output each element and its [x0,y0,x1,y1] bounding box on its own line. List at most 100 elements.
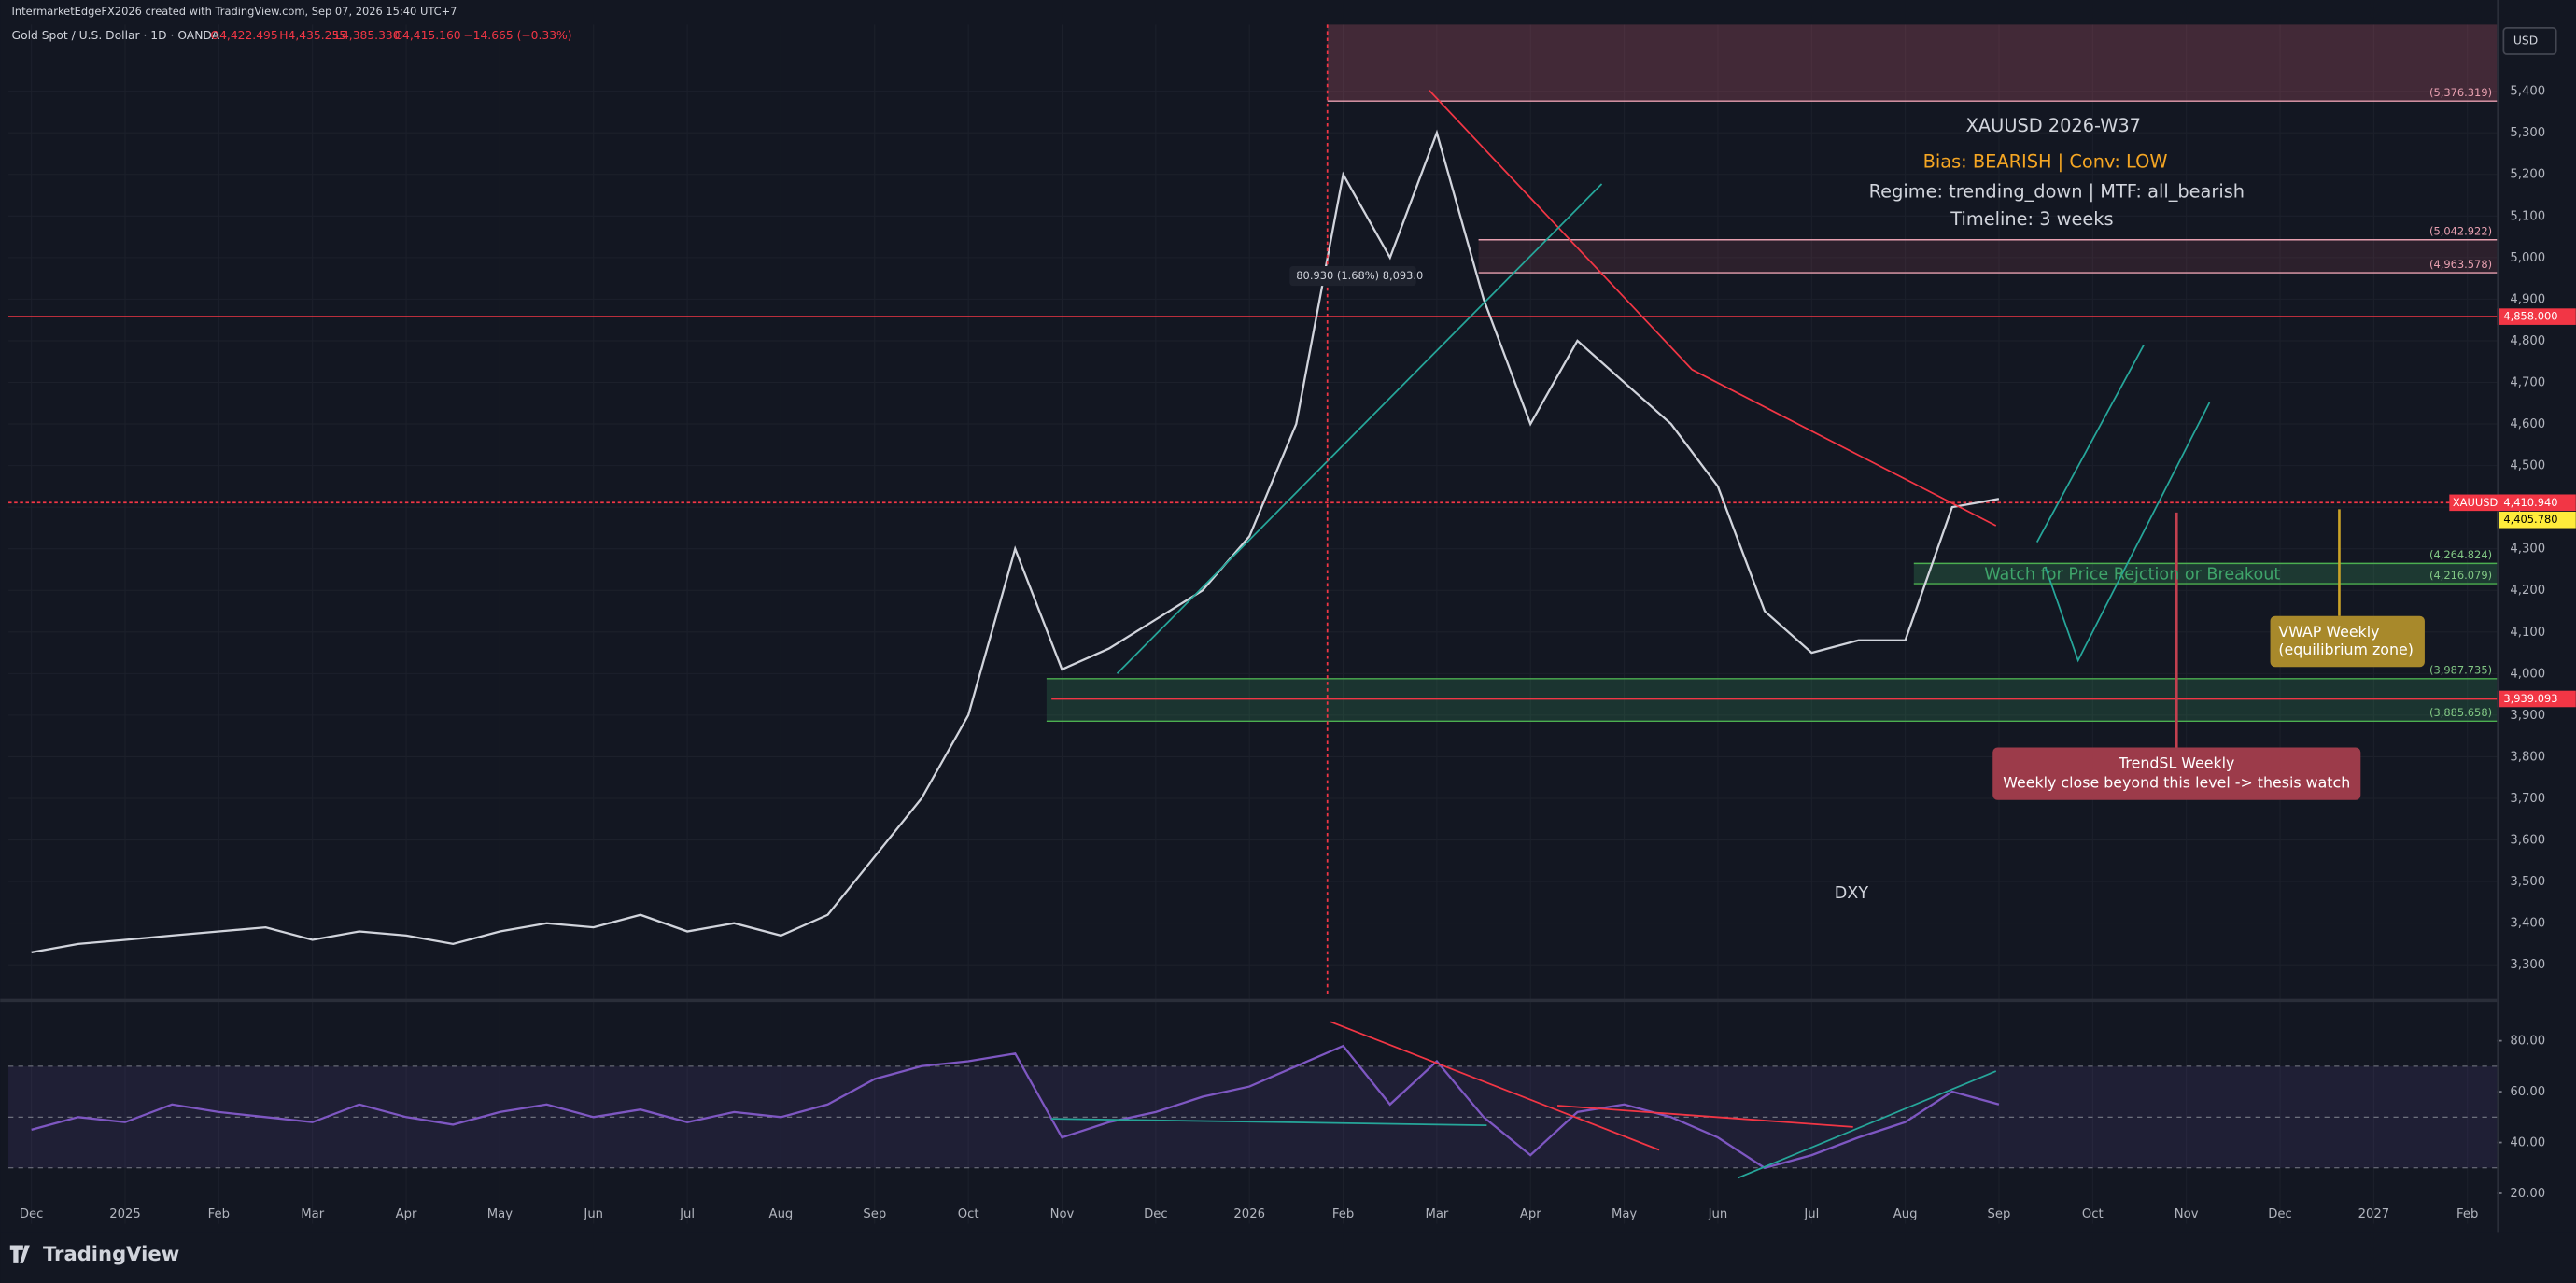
rsi-tick-label: 60.00 [2510,1085,2545,1099]
x-tick-label: Feb [208,1207,230,1221]
y-tick-label: 4,000 [2510,667,2545,681]
zone-label: (3,885.658) [2429,706,2492,719]
price-tag [2497,308,2576,325]
vwap-sub: (equilibrium zone) [2278,641,2414,658]
zone [1478,239,2498,274]
x-tick-label: Dec [20,1207,44,1221]
footer-bar [0,1232,2576,1283]
rsi-divergence [1556,1105,1853,1128]
x-tick-label: Sep [1988,1207,2011,1221]
watch-note: Watch for Price Rejction or Breakout [1984,566,2280,585]
y-tick-label: 3,300 [2510,958,2545,972]
x-tick-label: 2025 [109,1207,141,1221]
x-tick-label: Dec [1144,1207,1168,1221]
regime: Regime: trending_down | MTF: all_bearish [1869,180,2245,202]
rsi-tick-label: 40.00 [2510,1136,2545,1150]
x-tick-label: Apr [1520,1207,1541,1221]
zone-label: (5,042.922) [2429,224,2492,237]
low: L4,385.330 [335,29,400,42]
vwap-box [2270,615,2425,668]
price-tag [2497,511,2576,529]
info-title: XAUUSD 2026-W37 [1966,115,2141,136]
brand[interactable]: TradingView [43,1242,179,1265]
trendsl-sub: Weekly close beyond this level -> thesis… [2003,774,2350,792]
x-tick-label: Mar [301,1207,324,1221]
trendsl-box [1992,747,2361,800]
dxy-label: DXY [1835,884,1869,903]
rsi-tick-label: 20.00 [2510,1187,2545,1201]
zone [1327,24,2498,102]
change: −14.665 (−0.33%) [463,29,571,42]
trendsl-title: TrendSL Weekly [2118,754,2234,772]
y-tick-label: 3,800 [2510,750,2545,764]
symbol-tag [2449,494,2500,512]
trend-line [1429,90,1693,371]
currency[interactable]: USD [2513,34,2538,47]
x-tick-label: Jul [679,1207,695,1221]
close: C4,415.160 [394,29,460,42]
symbol: Gold Spot / U.S. Dollar · 1D · OANDA [12,29,220,42]
pane-divider [0,998,2498,1003]
x-tick-label: Nov [2175,1207,2199,1221]
zone-label: (4,963.578) [2429,258,2492,271]
price-tag [2497,690,2576,708]
x-tick-label: 2026 [1233,1207,1265,1221]
y-tick-label: 4,800 [2510,334,2545,348]
trend-line [1691,369,1997,527]
axis-divider [2497,0,2499,1233]
y-tick-label: 4,200 [2510,584,2545,598]
rsi-divergence [1330,1021,1660,1151]
x-tick-label: Oct [958,1207,979,1221]
x-tick-label: Apr [396,1207,417,1221]
x-tick-label: Sep [863,1207,886,1221]
projection-arrow [2044,402,2211,663]
y-tick-label: 5,300 [2510,126,2545,140]
x-tick-label: Oct [2082,1207,2104,1221]
zone [1913,563,2498,585]
y-tick-label: 4,600 [2510,417,2545,431]
credit: IntermarketEdgeFX2026 created with Tradi… [12,5,457,18]
timeline: Timeline: 3 weeks [1950,208,2113,230]
price-tag-text: 4,410.940 [2503,496,2557,509]
y-tick-label: 5,200 [2510,168,2545,182]
y-tick-label: 4,300 [2510,543,2545,557]
y-tick-label: 3,700 [2510,792,2545,806]
price-tag-text: 3,939.093 [2503,692,2557,705]
x-tick-label: 2027 [2358,1207,2390,1221]
symbol-tag-text: XAUUSD [2453,496,2499,509]
y-tick-label: 4,900 [2510,292,2545,306]
measure: 80.930 (1.68%) 8,093.0 [1296,269,1423,282]
x-tick-label: May [1612,1207,1637,1221]
x-tick-label: Jun [583,1207,603,1221]
x-tick-label: Feb [2456,1207,2478,1221]
x-tick-label: Mar [1425,1207,1448,1221]
y-tick-label: 3,400 [2510,917,2545,931]
x-tick-label: Aug [1893,1207,1918,1221]
zone-label: (3,987.735) [2429,664,2492,677]
y-tick-label: 3,600 [2510,834,2545,848]
zone [1046,678,2498,722]
price-line [31,129,2000,953]
zone-label: (4,216.079) [2429,569,2492,582]
x-tick-label: Dec [2268,1207,2292,1221]
y-tick-label: 3,900 [2510,709,2545,723]
price-tag-text: 4,858.000 [2503,310,2557,323]
zone-label: (4,264.824) [2429,548,2492,561]
y-tick-label: 5,100 [2510,209,2545,223]
measure-box [1289,266,1416,287]
open: O4,422.495 [210,29,277,42]
y-tick-label: 4,500 [2510,459,2545,473]
logo[interactable] [9,1245,30,1263]
rsi-trend [1051,1118,1487,1126]
x-tick-label: Aug [769,1207,794,1221]
currency-box[interactable] [2502,27,2557,55]
rsi-line [31,1044,2000,1170]
y-tick-label: 5,400 [2510,85,2545,99]
x-tick-label: Jul [1803,1207,1819,1221]
drawings [1051,24,2341,1179]
x-tick-label: Nov [1050,1207,1075,1221]
y-tick-label: 3,500 [2510,875,2545,889]
zone-label: (5,376.319) [2429,86,2492,99]
